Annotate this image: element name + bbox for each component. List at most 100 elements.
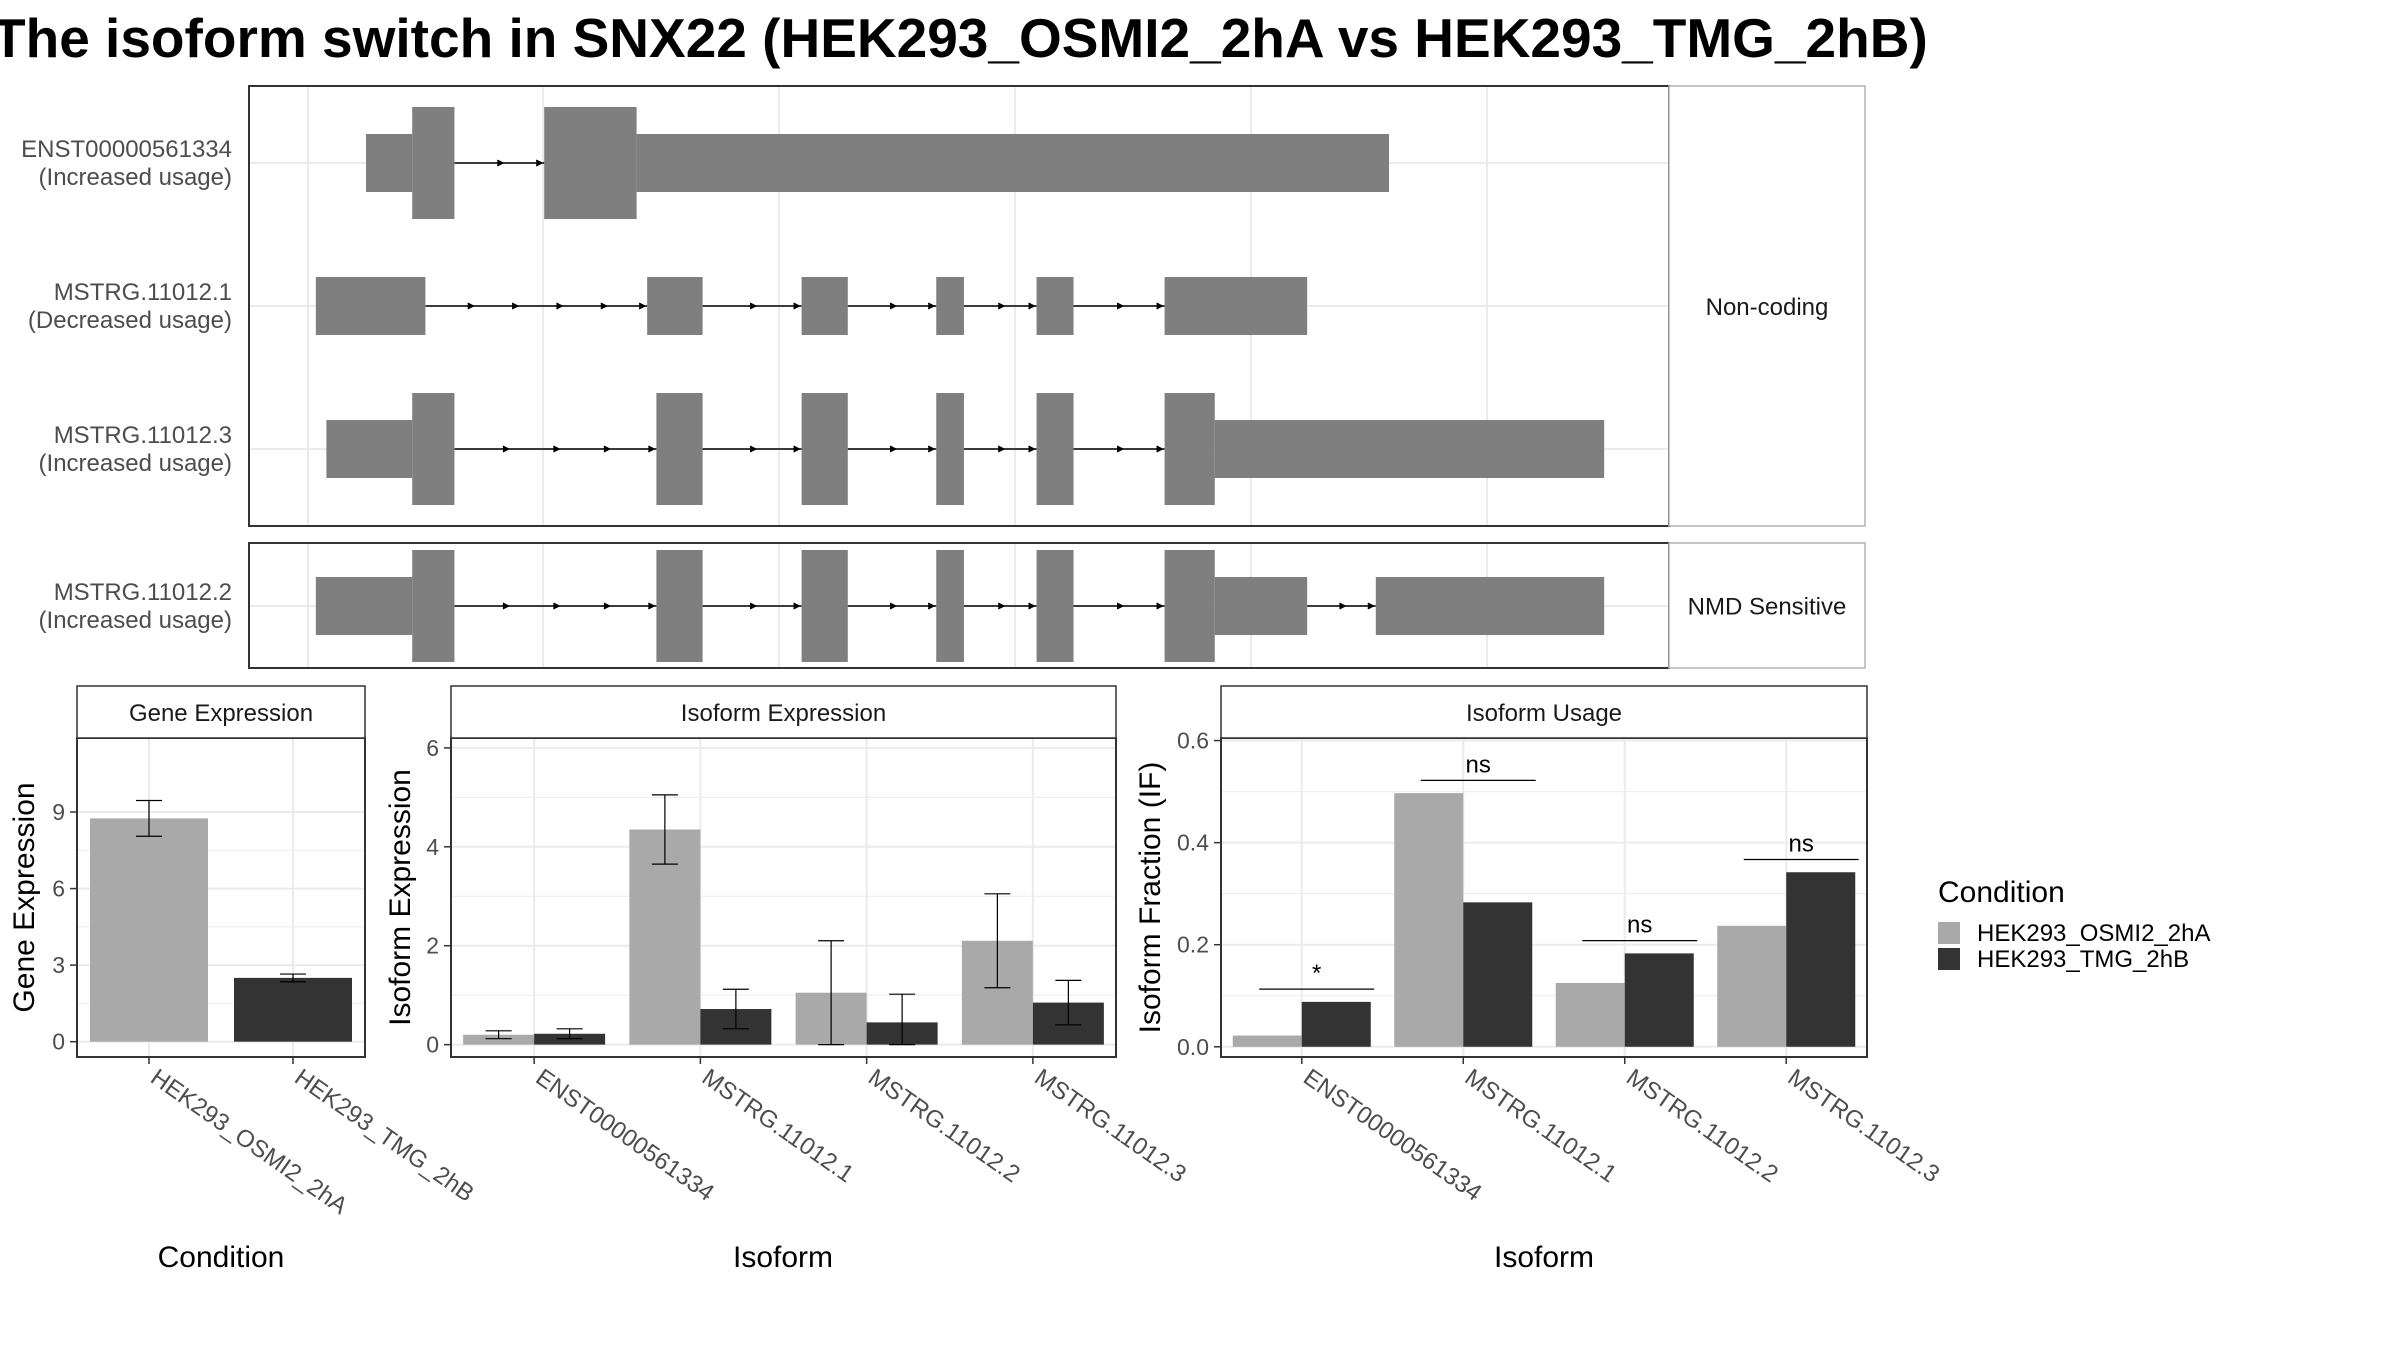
facet-strip-label: Isoform Expression <box>681 700 886 727</box>
coding-exon <box>1164 393 1215 505</box>
condition-legend: Condition HEK293_OSMI2_2hA HEK293_TMG_2h… <box>1938 876 2210 973</box>
coding-exon <box>936 393 964 505</box>
coding-exon <box>801 550 848 662</box>
intron-arrow <box>535 159 544 167</box>
intron-arrow <box>793 302 801 310</box>
transcript-usage-label: (Increased usage) <box>39 607 232 634</box>
coding-exon <box>656 393 703 505</box>
legend-swatch-a <box>1938 922 1960 944</box>
intron-arrow <box>600 302 608 310</box>
coding-exon <box>544 107 637 219</box>
coding-exon <box>1164 550 1215 662</box>
legend-label-b: HEK293_TMG_2hB <box>1977 946 2189 973</box>
transcript-structure-panels: ENST00000561334(Increased usage)MSTRG.11… <box>21 85 1866 669</box>
intron-arrow <box>793 445 801 453</box>
y-axis-title: Isoform Fraction (IF) <box>1134 762 1167 1034</box>
significance-label: ns <box>1466 751 1491 778</box>
intron-arrow <box>502 602 511 610</box>
facet-strip-label: Isoform Usage <box>1466 700 1622 727</box>
intron-arrow <box>502 445 511 453</box>
transcript-name-label: ENST00000561334 <box>21 136 232 163</box>
category-strip <box>1668 542 1866 669</box>
bar <box>1394 793 1464 1047</box>
intron-arrow <box>553 445 561 453</box>
category-strip <box>1668 85 1866 527</box>
utr-exon <box>636 134 1389 192</box>
bar <box>1463 902 1533 1047</box>
x-tick-label: ENST00000561334 <box>1298 1064 1486 1207</box>
intron-arrow <box>998 602 1006 610</box>
transcript-name-label: MSTRG.11012.1 <box>54 279 232 306</box>
structure-panel-0: ENST00000561334(Increased usage)MSTRG.11… <box>21 85 1866 527</box>
x-axis-title: Isoform <box>733 1241 833 1274</box>
intron-arrow <box>511 302 520 310</box>
coding-exon <box>412 550 455 662</box>
intron-arrow <box>1028 302 1036 310</box>
y-tick-label: 3 <box>52 952 65 978</box>
intron-arrow <box>889 602 898 610</box>
intron-arrow <box>1028 602 1036 610</box>
intron-arrow <box>1156 445 1164 453</box>
transcript-usage-label: (Increased usage) <box>39 164 232 191</box>
y-tick-label: 0.0 <box>1177 1034 1209 1060</box>
y-tick-label: 0 <box>426 1032 439 1058</box>
chart-2: * ns ns ns Isoform Usage 0.0 0.2 0.4 0.6 Isoform … <box>1134 685 1945 1274</box>
x-tick-label: MSTRG.11012.2 <box>863 1064 1025 1188</box>
bar <box>1555 982 1625 1047</box>
intron-arrow <box>1116 302 1125 310</box>
figure-title: The isoform switch in SNX22 (HEK293_OSMI… <box>0 7 1928 69</box>
intron-arrow <box>793 602 801 610</box>
y-tick-label: 6 <box>52 876 65 902</box>
intron-arrow <box>889 302 898 310</box>
bar <box>463 1034 535 1045</box>
y-axis-title: Gene Expression <box>8 782 41 1012</box>
utr-exon <box>315 577 413 635</box>
utr-exon <box>1375 577 1605 635</box>
intron-arrow <box>553 602 561 610</box>
intron-arrow <box>928 602 936 610</box>
intron-arrow <box>1028 445 1036 453</box>
x-tick-label: MSTRG.11012.3 <box>1783 1064 1945 1188</box>
coding-exon <box>656 550 703 662</box>
transcript-name-label: MSTRG.11012.2 <box>54 579 232 606</box>
bar <box>1232 1035 1302 1047</box>
utr-exon <box>936 277 964 335</box>
facet-strip-label: Gene Expression <box>129 700 313 727</box>
utr-exon <box>1036 277 1074 335</box>
y-axis-title: Isoform Expression <box>384 769 417 1026</box>
y-tick-label: 6 <box>426 735 439 761</box>
coding-exon <box>412 107 455 219</box>
bar <box>1301 1001 1371 1047</box>
bar <box>1786 872 1856 1047</box>
bar <box>234 977 352 1042</box>
utr-exon <box>326 420 413 478</box>
intron-arrow <box>1116 445 1125 453</box>
bar <box>90 818 208 1042</box>
intron-arrow <box>749 445 758 453</box>
coding-exon <box>1036 550 1074 662</box>
y-tick-label: 0.4 <box>1177 830 1209 856</box>
transcript-usage-label: (Decreased usage) <box>28 307 232 334</box>
y-tick-label: 9 <box>52 799 65 825</box>
x-axis-title: Condition <box>158 1241 285 1274</box>
y-tick-label: 4 <box>426 834 439 860</box>
coding-exon <box>936 550 964 662</box>
utr-exon <box>801 277 848 335</box>
intron-arrow <box>648 445 656 453</box>
utr-exon <box>315 277 426 335</box>
facet-strip <box>450 685 1117 739</box>
intron-arrow <box>603 602 612 610</box>
utr-exon <box>366 134 413 192</box>
legend-title: Condition <box>1938 876 2065 909</box>
coding-exon <box>1036 393 1074 505</box>
utr-exon <box>1214 577 1308 635</box>
transcript-usage-label: (Increased usage) <box>39 450 232 477</box>
intron-arrow <box>928 302 936 310</box>
legend-label-a: HEK293_OSMI2_2hA <box>1977 920 2210 947</box>
intron-arrow <box>1156 602 1164 610</box>
significance-label: * <box>1312 960 1321 987</box>
intron-arrow <box>638 302 647 310</box>
category-strip-label: Non-coding <box>1706 294 1829 321</box>
